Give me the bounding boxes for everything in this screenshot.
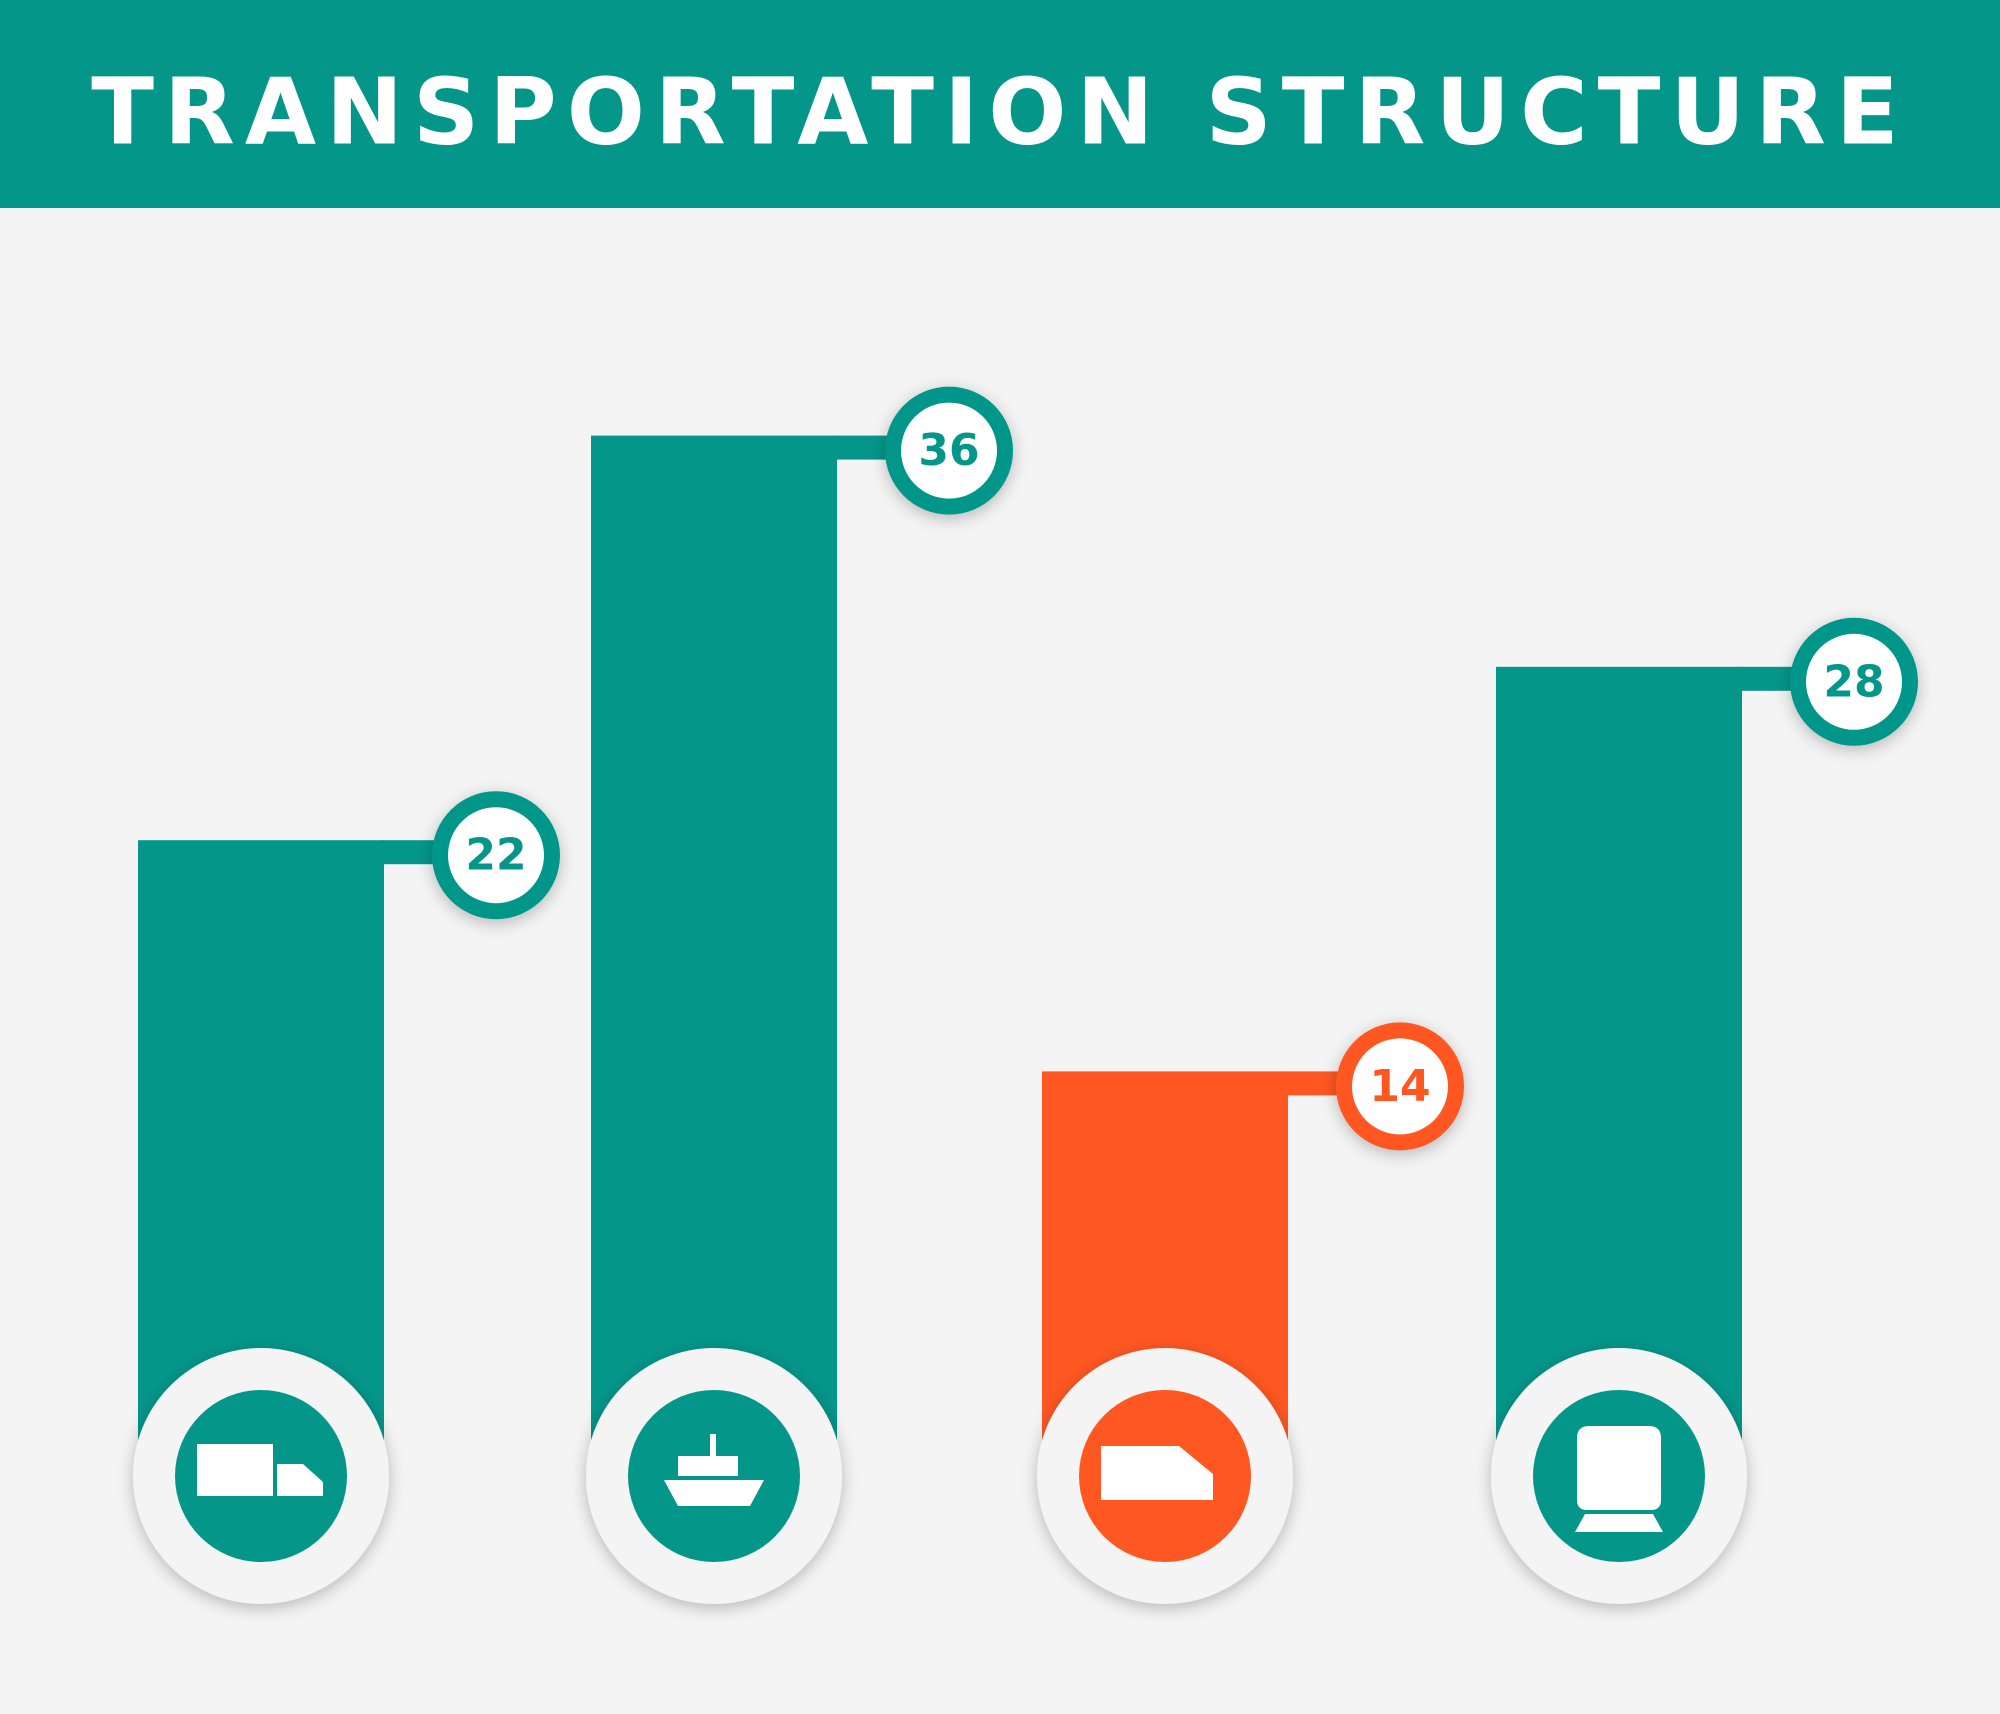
value-bubble [448, 807, 544, 904]
chart-title: TRANSPORTATION STRUCTURE [91, 59, 1909, 166]
value-bubble [1352, 1038, 1448, 1135]
value-bubble [901, 402, 997, 499]
value-label: 22 [465, 830, 526, 881]
icon [197, 1444, 323, 1496]
icon [664, 1434, 764, 1506]
header-band [0, 0, 2000, 208]
bar [1496, 666, 1742, 1476]
value-label: 14 [1369, 1061, 1430, 1112]
value-bubble [1806, 633, 1902, 730]
icon [1101, 1446, 1213, 1500]
plot: 22 36 14 28 [133, 386, 1918, 1604]
value-label: 28 [1823, 656, 1884, 707]
icon [1575, 1426, 1663, 1532]
value-label: 36 [918, 425, 979, 476]
bar [591, 435, 837, 1477]
